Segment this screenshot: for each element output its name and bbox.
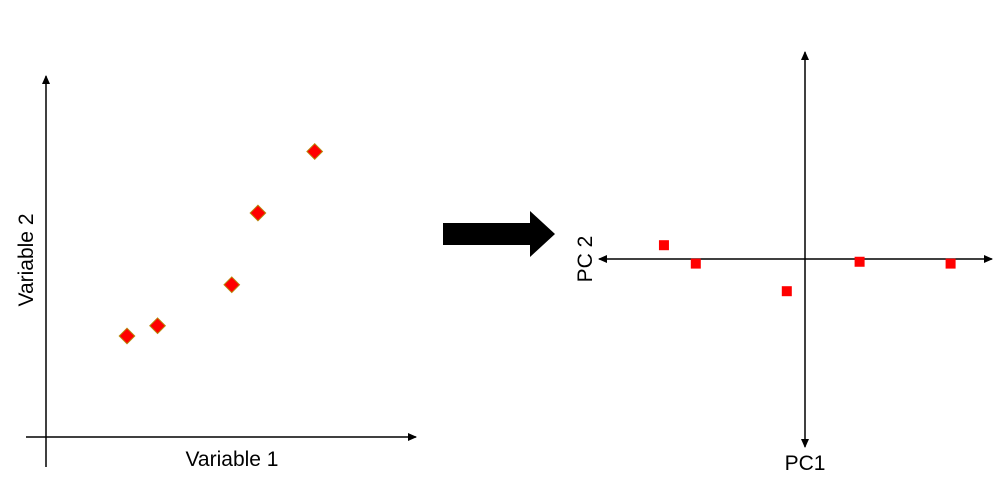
right-data-point-4 xyxy=(854,256,865,267)
left-y-label: Variable 2 xyxy=(15,213,38,306)
right-data-point-1 xyxy=(658,240,669,251)
right-data-point-3 xyxy=(781,286,792,297)
right-arrow-icon xyxy=(443,211,555,257)
right-data-point-2 xyxy=(690,258,701,269)
left-data-point-5 xyxy=(306,143,324,160)
right-plot: PC1 PC 2 xyxy=(574,51,993,475)
left-data-point-4 xyxy=(249,204,267,222)
left-data-point-3 xyxy=(223,276,241,294)
left-data-point-2 xyxy=(149,317,167,335)
right-y-label: PC 2 xyxy=(574,236,597,283)
left-points xyxy=(118,143,324,345)
left-x-label: Variable 1 xyxy=(185,448,278,471)
right-data-point-5 xyxy=(945,258,956,269)
left-plot: Variable 1 Variable 2 xyxy=(15,75,417,471)
left-data-point-1 xyxy=(118,327,136,345)
right-x-label: PC1 xyxy=(785,452,826,475)
right-points xyxy=(658,240,956,297)
